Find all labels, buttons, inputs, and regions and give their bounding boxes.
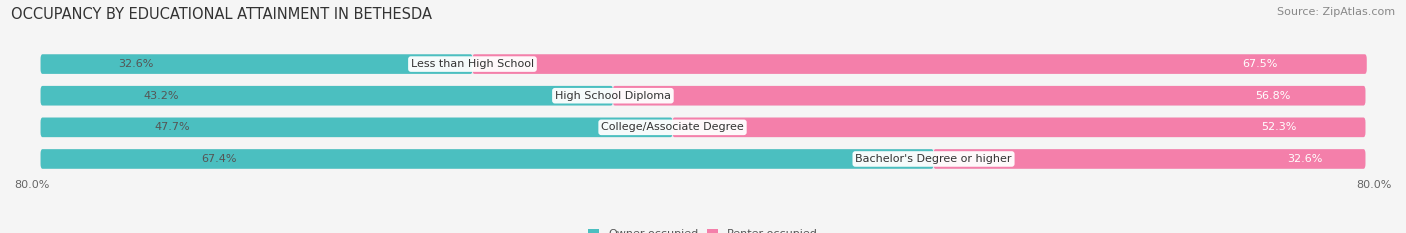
Text: 47.7%: 47.7%: [155, 122, 190, 132]
FancyBboxPatch shape: [934, 149, 1365, 169]
Text: 56.8%: 56.8%: [1254, 91, 1291, 101]
Text: Less than High School: Less than High School: [411, 59, 534, 69]
FancyBboxPatch shape: [472, 54, 1367, 74]
FancyBboxPatch shape: [41, 54, 472, 74]
FancyBboxPatch shape: [41, 54, 1365, 74]
FancyBboxPatch shape: [672, 117, 1365, 137]
Text: 80.0%: 80.0%: [1357, 179, 1392, 189]
Text: High School Diploma: High School Diploma: [555, 91, 671, 101]
Text: Bachelor's Degree or higher: Bachelor's Degree or higher: [855, 154, 1012, 164]
Text: 80.0%: 80.0%: [14, 179, 49, 189]
Text: 67.4%: 67.4%: [201, 154, 236, 164]
FancyBboxPatch shape: [41, 86, 1365, 106]
Text: 67.5%: 67.5%: [1241, 59, 1277, 69]
FancyBboxPatch shape: [41, 149, 934, 169]
Text: 32.6%: 32.6%: [1286, 154, 1322, 164]
Legend: Owner-occupied, Renter-occupied: Owner-occupied, Renter-occupied: [588, 229, 818, 233]
FancyBboxPatch shape: [41, 117, 1365, 137]
FancyBboxPatch shape: [41, 117, 672, 137]
FancyBboxPatch shape: [41, 86, 613, 106]
Text: 52.3%: 52.3%: [1261, 122, 1296, 132]
Text: College/Associate Degree: College/Associate Degree: [602, 122, 744, 132]
FancyBboxPatch shape: [613, 86, 1365, 106]
Text: Source: ZipAtlas.com: Source: ZipAtlas.com: [1277, 7, 1395, 17]
FancyBboxPatch shape: [41, 149, 1365, 169]
Text: 43.2%: 43.2%: [143, 91, 179, 101]
Text: OCCUPANCY BY EDUCATIONAL ATTAINMENT IN BETHESDA: OCCUPANCY BY EDUCATIONAL ATTAINMENT IN B…: [11, 7, 432, 22]
Text: 32.6%: 32.6%: [118, 59, 153, 69]
